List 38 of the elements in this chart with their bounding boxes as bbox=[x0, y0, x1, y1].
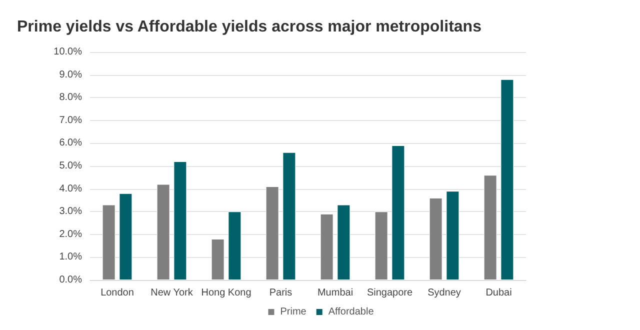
bar bbox=[446, 191, 460, 280]
y-tick-label: 9.0% bbox=[59, 69, 82, 80]
bar bbox=[174, 161, 187, 280]
bar bbox=[119, 193, 132, 280]
legend-label: Prime bbox=[280, 306, 307, 318]
bar bbox=[266, 186, 279, 280]
x-tick-label: Dubai bbox=[486, 288, 512, 298]
chart-title: Prime yields vs Affordable yields across major metropolitans bbox=[17, 18, 482, 36]
bar bbox=[374, 212, 388, 280]
x-tick-label: Sydney bbox=[428, 288, 461, 298]
y-tick-label: 0.0% bbox=[59, 274, 82, 286]
bar bbox=[211, 238, 224, 280]
bar bbox=[156, 184, 170, 280]
y-tick-label: 10.0% bbox=[54, 46, 82, 58]
y-tick-label: 8.0% bbox=[59, 92, 82, 104]
y-tick-label: 6.0% bbox=[59, 138, 82, 149]
x-tick-label: Paris bbox=[269, 288, 292, 298]
bar bbox=[337, 204, 350, 280]
bar bbox=[228, 212, 242, 280]
y-tick-label: 3.0% bbox=[59, 206, 82, 218]
x-tick-label: Mumbai bbox=[317, 288, 354, 298]
legend-label: Affordable bbox=[328, 306, 374, 318]
bar bbox=[484, 175, 497, 280]
y-tick-label: 5.0% bbox=[59, 160, 82, 172]
x-tick-label: Hong Kong bbox=[201, 288, 252, 298]
bar bbox=[320, 214, 334, 280]
bar bbox=[392, 145, 405, 280]
y-tick-label: 7.0% bbox=[59, 114, 82, 126]
bar bbox=[500, 79, 514, 280]
y-tick-label: 1.0% bbox=[59, 252, 82, 263]
y-tick-label: 2.0% bbox=[59, 228, 82, 240]
x-tick-label: Singapore bbox=[366, 288, 413, 298]
bar bbox=[429, 198, 442, 280]
x-tick-label: London bbox=[100, 288, 134, 298]
bar bbox=[282, 152, 296, 280]
x-tick-label: New York bbox=[150, 288, 194, 298]
bar bbox=[102, 204, 116, 280]
y-tick-label: 4.0% bbox=[59, 183, 82, 194]
